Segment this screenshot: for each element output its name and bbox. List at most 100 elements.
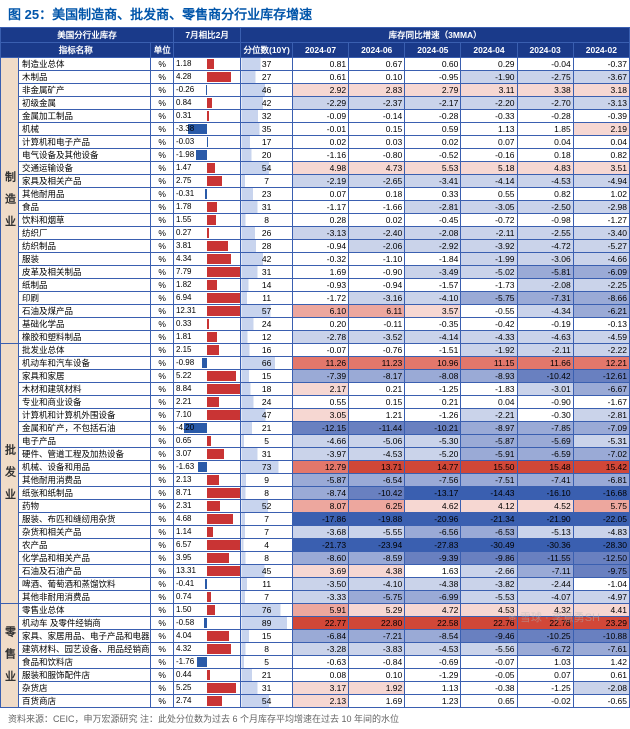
- value-cell: -0.14: [349, 110, 405, 123]
- decile-cell: 47: [241, 409, 293, 422]
- value-cell: 0.82: [517, 188, 573, 201]
- value-cell: -5.20: [405, 448, 461, 461]
- value-cell: 0.15: [349, 396, 405, 409]
- bar-cell: 0.74: [173, 591, 240, 604]
- value-cell: 1.13: [461, 123, 517, 136]
- decile-cell: 8: [241, 643, 293, 656]
- value-cell: -0.65: [573, 695, 629, 708]
- value-cell: -3.49: [405, 266, 461, 279]
- decile-cell: 37: [241, 58, 293, 71]
- row-name: 食品和饮料店: [18, 656, 151, 669]
- value-cell: -3.52: [349, 331, 405, 344]
- value-cell: -0.37: [573, 58, 629, 71]
- value-cell: 1.85: [517, 123, 573, 136]
- row-name: 家具和家居: [18, 370, 151, 383]
- value-cell: -21.73: [292, 539, 348, 552]
- value-cell: 5.53: [405, 162, 461, 175]
- bar-cell: -1.76: [173, 656, 240, 669]
- row-unit: %: [151, 214, 173, 227]
- row-unit: %: [151, 565, 173, 578]
- value-cell: -3.01: [517, 383, 573, 396]
- value-cell: 0.10: [349, 71, 405, 84]
- value-cell: -0.38: [461, 682, 517, 695]
- value-cell: -2.40: [349, 227, 405, 240]
- value-cell: 0.15: [349, 123, 405, 136]
- value-cell: -11.44: [349, 422, 405, 435]
- bar-cell: -0.31: [173, 188, 240, 201]
- value-cell: -2.78: [292, 331, 348, 344]
- value-cell: -0.02: [517, 695, 573, 708]
- value-cell: -0.28: [517, 110, 573, 123]
- value-cell: 0.55: [461, 188, 517, 201]
- value-cell: 23.29: [573, 617, 629, 630]
- value-cell: -1.83: [461, 383, 517, 396]
- value-cell: -2.81: [573, 409, 629, 422]
- bar-cell: 6.57: [173, 539, 240, 552]
- row-name: 食品: [18, 201, 151, 214]
- table-row: 电子产品%0.655-4.66-5.06-5.30-5.87-5.69-5.31: [1, 435, 630, 448]
- table-row: 机械、设备和用品%-1.637312.7913.7114.7715.5015.4…: [1, 461, 630, 474]
- row-unit: %: [151, 227, 173, 240]
- value-cell: 12.21: [573, 357, 629, 370]
- decile-cell: 31: [241, 266, 293, 279]
- row-unit: %: [151, 591, 173, 604]
- table-row: 建筑材料、园艺设备、用品经销商%4.328-3.28-3.83-4.53-5.5…: [1, 643, 630, 656]
- value-cell: -6.72: [517, 643, 573, 656]
- row-unit: %: [151, 578, 173, 591]
- decile-cell: 54: [241, 695, 293, 708]
- value-cell: -8.60: [292, 552, 348, 565]
- table-row: 金属和矿产，不包括石油%-4.2021-12.15-11.44-10.21-8.…: [1, 422, 630, 435]
- value-cell: 4.62: [405, 500, 461, 513]
- decile-cell: 5: [241, 656, 293, 669]
- table-row: 硬件、管道工程及加热设备%3.0731-3.97-4.53-5.20-5.91-…: [1, 448, 630, 461]
- row-unit: %: [151, 136, 173, 149]
- value-cell: 1.63: [405, 565, 461, 578]
- value-cell: -5.91: [461, 448, 517, 461]
- decile-cell: 76: [241, 604, 293, 617]
- value-cell: -3.50: [292, 578, 348, 591]
- value-cell: 14.77: [405, 461, 461, 474]
- bar-cell: 2.31: [173, 500, 240, 513]
- value-cell: 22.78: [517, 617, 573, 630]
- row-unit: %: [151, 58, 173, 71]
- value-cell: 1.69: [349, 695, 405, 708]
- value-cell: 0.04: [461, 396, 517, 409]
- value-cell: -8.54: [405, 630, 461, 643]
- decile-cell: 8: [241, 487, 293, 500]
- value-cell: -0.05: [461, 669, 517, 682]
- row-unit: %: [151, 526, 173, 539]
- value-cell: -0.13: [573, 318, 629, 331]
- value-cell: -4.34: [517, 305, 573, 318]
- bar-cell: 7.79: [173, 266, 240, 279]
- value-cell: -12.50: [573, 552, 629, 565]
- value-cell: -2.75: [517, 71, 573, 84]
- value-cell: -1.26: [405, 409, 461, 422]
- value-cell: -2.37: [349, 97, 405, 110]
- value-cell: 15.42: [573, 461, 629, 474]
- value-cell: -13.17: [405, 487, 461, 500]
- value-cell: -2.08: [405, 227, 461, 240]
- value-cell: 6.10: [292, 305, 348, 318]
- value-cell: 3.51: [573, 162, 629, 175]
- value-cell: -4.38: [405, 578, 461, 591]
- value-cell: 10.96: [405, 357, 461, 370]
- value-cell: -1.67: [573, 396, 629, 409]
- bar-cell: 2.21: [173, 396, 240, 409]
- value-cell: -5.13: [517, 526, 573, 539]
- row-name: 金属加工制品: [18, 110, 151, 123]
- value-cell: 0.65: [461, 695, 517, 708]
- value-cell: 0.82: [573, 149, 629, 162]
- value-cell: 2.83: [349, 84, 405, 97]
- row-unit: %: [151, 279, 173, 292]
- value-cell: 0.07: [292, 188, 348, 201]
- decile-cell: 24: [241, 396, 293, 409]
- row-unit: %: [151, 435, 173, 448]
- value-cell: -5.87: [292, 474, 348, 487]
- row-name: 机械、设备和用品: [18, 461, 151, 474]
- value-cell: -2.70: [517, 97, 573, 110]
- value-cell: -17.86: [292, 513, 348, 526]
- row-unit: %: [151, 604, 173, 617]
- decile-cell: 9: [241, 474, 293, 487]
- value-cell: -4.66: [573, 253, 629, 266]
- row-name: 基础化学品: [18, 318, 151, 331]
